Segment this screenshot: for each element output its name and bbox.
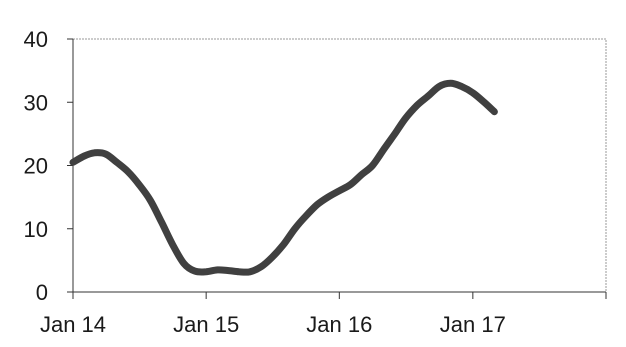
- x-tick-label: Jan 14: [40, 312, 106, 337]
- series-point: [238, 271, 239, 272]
- y-tick-label: 40: [24, 27, 48, 52]
- series-point: [217, 269, 218, 270]
- y-axis-ticks: 0 10 20 30 40: [24, 27, 73, 305]
- series-point: [405, 118, 406, 119]
- series-point: [461, 86, 462, 87]
- series-point: [172, 244, 173, 245]
- y-tick-label: 30: [24, 90, 48, 115]
- series-point: [294, 228, 295, 229]
- series-point: [484, 102, 485, 103]
- series-point: [73, 162, 74, 163]
- series-point: [183, 263, 184, 264]
- series-point: [494, 111, 495, 112]
- series-layer: [69, 79, 498, 276]
- series-point: [206, 271, 207, 272]
- series-point: [372, 165, 373, 166]
- series-point: [249, 271, 250, 272]
- series-point: [283, 244, 284, 245]
- series-point: [450, 83, 451, 84]
- series-point: [439, 86, 440, 87]
- series-point: [328, 197, 329, 198]
- series-point: [128, 171, 129, 172]
- series-point: [417, 105, 418, 106]
- series-point: [350, 184, 351, 185]
- series-point: [84, 156, 85, 157]
- x-tick-label: Jan 16: [306, 312, 372, 337]
- y-tick-label: 10: [24, 217, 48, 242]
- series-line-0: [69, 79, 498, 276]
- x-tick-label: Jan 15: [173, 312, 239, 337]
- series-point: [161, 222, 162, 223]
- series-point: [227, 270, 228, 271]
- x-tick-label: Jan 17: [440, 312, 506, 337]
- series-point: [361, 174, 362, 175]
- series-point: [394, 133, 395, 134]
- series-point: [383, 149, 384, 150]
- series-point: [272, 257, 273, 258]
- y-tick-label: 0: [36, 280, 48, 305]
- series-point: [428, 95, 429, 96]
- series-point: [105, 154, 106, 155]
- series-point: [472, 92, 473, 93]
- series-point: [261, 266, 262, 267]
- series-point: [339, 190, 340, 191]
- series-point: [150, 200, 151, 201]
- series-point: [139, 184, 140, 185]
- series-point: [305, 216, 306, 217]
- series-point: [116, 162, 117, 163]
- x-axis-ticks: Jan 14 Jan 15 Jan 16 Jan 17: [40, 292, 607, 337]
- plot-area-frame: [72, 38, 607, 293]
- series-point: [94, 152, 95, 153]
- series-point: [317, 204, 318, 205]
- y-tick-label: 20: [24, 154, 48, 179]
- series-point: [194, 271, 195, 272]
